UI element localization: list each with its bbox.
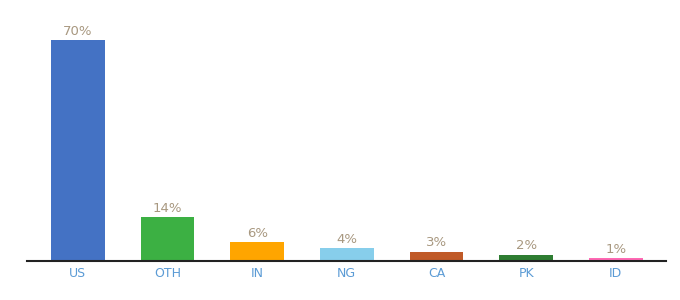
Text: 70%: 70% [63,25,92,38]
Bar [51,40,105,261]
Text: 1%: 1% [605,243,626,256]
Text: 6%: 6% [247,227,268,240]
Bar [231,242,284,261]
Text: 3%: 3% [426,236,447,249]
Bar [141,217,194,261]
Text: 4%: 4% [337,233,357,246]
Text: 2%: 2% [515,239,537,253]
Bar [589,258,643,261]
Bar [320,248,374,261]
Bar [409,251,463,261]
Bar [499,255,553,261]
Text: 14%: 14% [153,202,182,214]
